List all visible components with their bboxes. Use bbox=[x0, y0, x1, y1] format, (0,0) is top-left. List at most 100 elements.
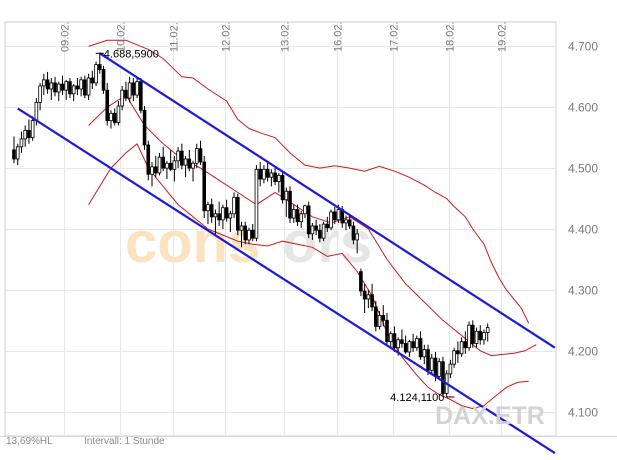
candle-body bbox=[83, 79, 87, 96]
candle-body bbox=[310, 225, 315, 235]
annotation-label: 4.688,5900 bbox=[104, 48, 159, 60]
y-tick-label: 4.600 bbox=[568, 101, 598, 115]
x-tick-label: 12.02. bbox=[221, 21, 233, 52]
candle-body bbox=[422, 349, 427, 358]
candle-body bbox=[262, 168, 266, 180]
candle-body bbox=[109, 112, 113, 122]
candle-body bbox=[332, 211, 337, 221]
candle-body bbox=[112, 112, 117, 123]
candle-body bbox=[172, 160, 177, 170]
candle-body bbox=[377, 315, 382, 327]
footer-interval: Intervall: 1 Stunde bbox=[84, 436, 165, 447]
candle-body bbox=[161, 156, 166, 169]
candle-body bbox=[318, 229, 322, 239]
candle-body bbox=[56, 83, 61, 93]
candle-body bbox=[478, 330, 483, 341]
candle-body bbox=[254, 168, 259, 239]
candle-body bbox=[407, 341, 412, 353]
candle-body bbox=[53, 82, 57, 93]
candle-body bbox=[232, 196, 236, 215]
candle-body bbox=[124, 89, 128, 99]
candle-body bbox=[38, 85, 42, 103]
annotations: 4.688,5900 4.124,1100 bbox=[95, 48, 455, 404]
candle-body bbox=[456, 350, 460, 355]
candle-body bbox=[150, 166, 154, 175]
x-tick-label: 10.02. bbox=[116, 21, 128, 52]
x-axis: 09.02. 10.02. 11.02. 12.02. 13.02. 16.02. 17.0… bbox=[60, 21, 509, 52]
candle-body bbox=[127, 82, 132, 99]
candle-body bbox=[187, 158, 192, 169]
candle-body bbox=[452, 350, 456, 365]
candle-body bbox=[329, 211, 333, 229]
candle-body bbox=[176, 150, 180, 162]
annotation-label: 4.124,1100 bbox=[390, 392, 444, 404]
candle-body bbox=[221, 207, 225, 221]
symbol-label: DAX.ETR bbox=[435, 402, 545, 430]
candle-body bbox=[239, 225, 244, 231]
candle-body bbox=[68, 81, 72, 95]
candle-body bbox=[485, 327, 490, 333]
candle-body bbox=[314, 225, 318, 231]
y-tick-label: 4.100 bbox=[568, 406, 598, 420]
candle-body bbox=[482, 332, 486, 341]
candle-body bbox=[202, 161, 207, 212]
candle-body bbox=[291, 209, 296, 219]
candle-body bbox=[97, 64, 102, 70]
candle-body bbox=[157, 156, 162, 174]
candle-body bbox=[381, 315, 386, 321]
candle-body bbox=[277, 175, 281, 182]
candle-body bbox=[295, 209, 300, 223]
candle-body bbox=[269, 172, 274, 178]
candle-body bbox=[362, 290, 367, 300]
candle-body bbox=[247, 229, 251, 241]
candle-body bbox=[280, 175, 285, 201]
candle-body bbox=[86, 77, 91, 96]
y-tick-label: 4.300 bbox=[568, 284, 598, 298]
candle-body bbox=[94, 64, 98, 84]
x-tick-label: 16.02. bbox=[333, 21, 345, 52]
candle-body bbox=[15, 146, 20, 160]
candle-body bbox=[470, 324, 475, 344]
candles bbox=[12, 52, 490, 398]
candle-body bbox=[139, 81, 143, 111]
candle-body bbox=[355, 233, 359, 241]
candle-body bbox=[75, 85, 80, 90]
candle-body bbox=[359, 271, 363, 292]
candle-body bbox=[198, 148, 203, 163]
candle-body bbox=[437, 361, 442, 377]
candle-body bbox=[142, 109, 147, 146]
x-tick-label: 11.02. bbox=[169, 22, 181, 52]
candle-body bbox=[415, 338, 419, 349]
x-tick-label: 13.02. bbox=[280, 21, 292, 52]
candle-body bbox=[183, 158, 188, 166]
candle-body bbox=[194, 148, 199, 164]
candle-body bbox=[351, 225, 356, 241]
trend-channel-upper bbox=[99, 52, 556, 349]
candle-body bbox=[370, 294, 374, 308]
candle-body bbox=[71, 85, 76, 95]
candle-body bbox=[235, 196, 240, 231]
candle-body bbox=[396, 339, 400, 349]
candle-body bbox=[463, 341, 468, 349]
candle-body bbox=[347, 219, 352, 227]
candle-body bbox=[42, 79, 46, 87]
candle-body bbox=[79, 79, 83, 90]
candle-body bbox=[411, 341, 415, 349]
trend-channel-lower bbox=[17, 107, 556, 454]
candle-body bbox=[64, 81, 69, 91]
y-axis: 4.100 4.200 4.300 4.400 4.500 4.600 4.700 bbox=[568, 40, 598, 420]
candle-body bbox=[34, 101, 39, 122]
candle-body bbox=[273, 172, 277, 182]
candle-body bbox=[116, 105, 121, 123]
candle-body bbox=[213, 213, 218, 218]
candle-body bbox=[467, 324, 471, 349]
candle-body bbox=[30, 120, 35, 139]
candle-body bbox=[258, 168, 262, 180]
candle-body bbox=[288, 190, 292, 219]
candle-body bbox=[474, 330, 479, 344]
candle-body bbox=[385, 319, 389, 343]
candle-body bbox=[12, 149, 16, 160]
candle-body bbox=[131, 82, 136, 96]
candle-body bbox=[265, 168, 270, 178]
